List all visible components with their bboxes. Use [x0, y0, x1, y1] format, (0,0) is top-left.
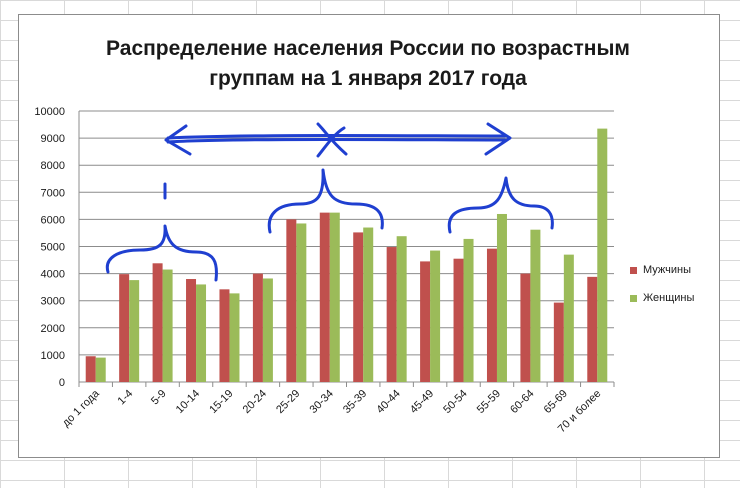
legend-swatch-women [630, 294, 637, 302]
legend-item-men: Мужчины [630, 256, 694, 284]
legend-label-men: Мужчины [643, 264, 692, 276]
y-tick-label: 1000 [41, 350, 65, 362]
bar-women [530, 229, 541, 382]
x-tick-label: 20-24 [241, 388, 269, 416]
bar-women [296, 223, 307, 382]
bar-men [152, 263, 163, 382]
x-tick-label: 25-29 [274, 388, 302, 416]
bar-men [286, 219, 297, 382]
bar-women [262, 278, 273, 382]
chart-title-line-1: Распределение населения России по возрас… [106, 37, 630, 60]
annotation-arrow-cross-1 [316, 122, 348, 156]
annotation-arrow-cross-2 [316, 126, 346, 158]
annotation-brace-middle [267, 168, 384, 234]
x-tick-label: 35-39 [341, 388, 369, 416]
bar-women [162, 269, 173, 382]
y-tick-label: 5000 [41, 242, 65, 254]
bar-men [453, 258, 464, 382]
bar-men [252, 273, 263, 382]
x-tick-label: 5-9 [149, 388, 169, 408]
x-tick-label: 45-49 [408, 388, 436, 416]
x-tick-label: 1-4 [116, 388, 136, 408]
bar-men [420, 261, 431, 382]
bar-men [353, 232, 364, 382]
legend-swatch-men [630, 266, 637, 274]
x-tick-label: 10-14 [174, 388, 202, 416]
annotation-arrow-line [166, 138, 507, 144]
x-tick-label: 60-64 [508, 388, 536, 416]
y-tick-label: 10000 [34, 106, 65, 118]
bar-men [587, 276, 598, 382]
x-tick-label: 40-44 [374, 388, 402, 416]
x-tick-label: 55-59 [475, 388, 503, 416]
bar-men [386, 247, 397, 382]
bar-men [119, 274, 130, 382]
annotation-arrow-left-head [164, 124, 192, 156]
annotation-arrow-right-head [484, 122, 512, 156]
y-tick-label: 8000 [41, 160, 65, 172]
y-tick-label: 6000 [41, 214, 65, 226]
x-tick-label: 65-69 [542, 388, 570, 416]
bar-men [219, 289, 230, 382]
legend-label-women: Женщины [643, 292, 695, 304]
x-tick-label: до 1 года [60, 387, 102, 429]
x-tick-label: 15-19 [207, 388, 235, 416]
chart-title-line-2: группам на 1 января 2017 года [209, 67, 527, 90]
bar-women [396, 236, 407, 382]
y-tick-label: 4000 [41, 269, 65, 281]
annotation-brace-left [105, 224, 218, 282]
bar-women [196, 284, 207, 382]
bar-women [363, 227, 374, 382]
bar-women [496, 213, 507, 382]
y-tick-label: 7000 [41, 187, 65, 199]
legend-item-women: Женщины [630, 284, 694, 312]
legend: Мужчины Женщины [630, 256, 694, 312]
x-tick-label: 50-54 [441, 388, 469, 416]
chart-title: Распределение населения России по возрас… [18, 34, 718, 94]
bar-women [463, 238, 474, 382]
bar-men [85, 356, 96, 382]
y-tick-label: 3000 [41, 296, 65, 308]
y-tick-label: 2000 [41, 323, 65, 335]
bar-women [563, 254, 574, 382]
bar-women [597, 128, 608, 382]
bar-men [319, 212, 330, 382]
bar-men [186, 279, 197, 382]
bar-men [520, 273, 531, 382]
x-tick-label: 30-34 [308, 388, 336, 416]
bar-women [329, 212, 340, 382]
bar-women [95, 357, 106, 382]
bar-men [553, 302, 564, 382]
y-tick-label: 9000 [41, 133, 65, 145]
y-tick-label: 0 [59, 377, 65, 389]
bar-women [430, 250, 441, 382]
bar-women [129, 280, 140, 382]
bar-women [229, 293, 240, 382]
annotation-brace-right [447, 176, 554, 234]
bar-men [486, 248, 497, 382]
